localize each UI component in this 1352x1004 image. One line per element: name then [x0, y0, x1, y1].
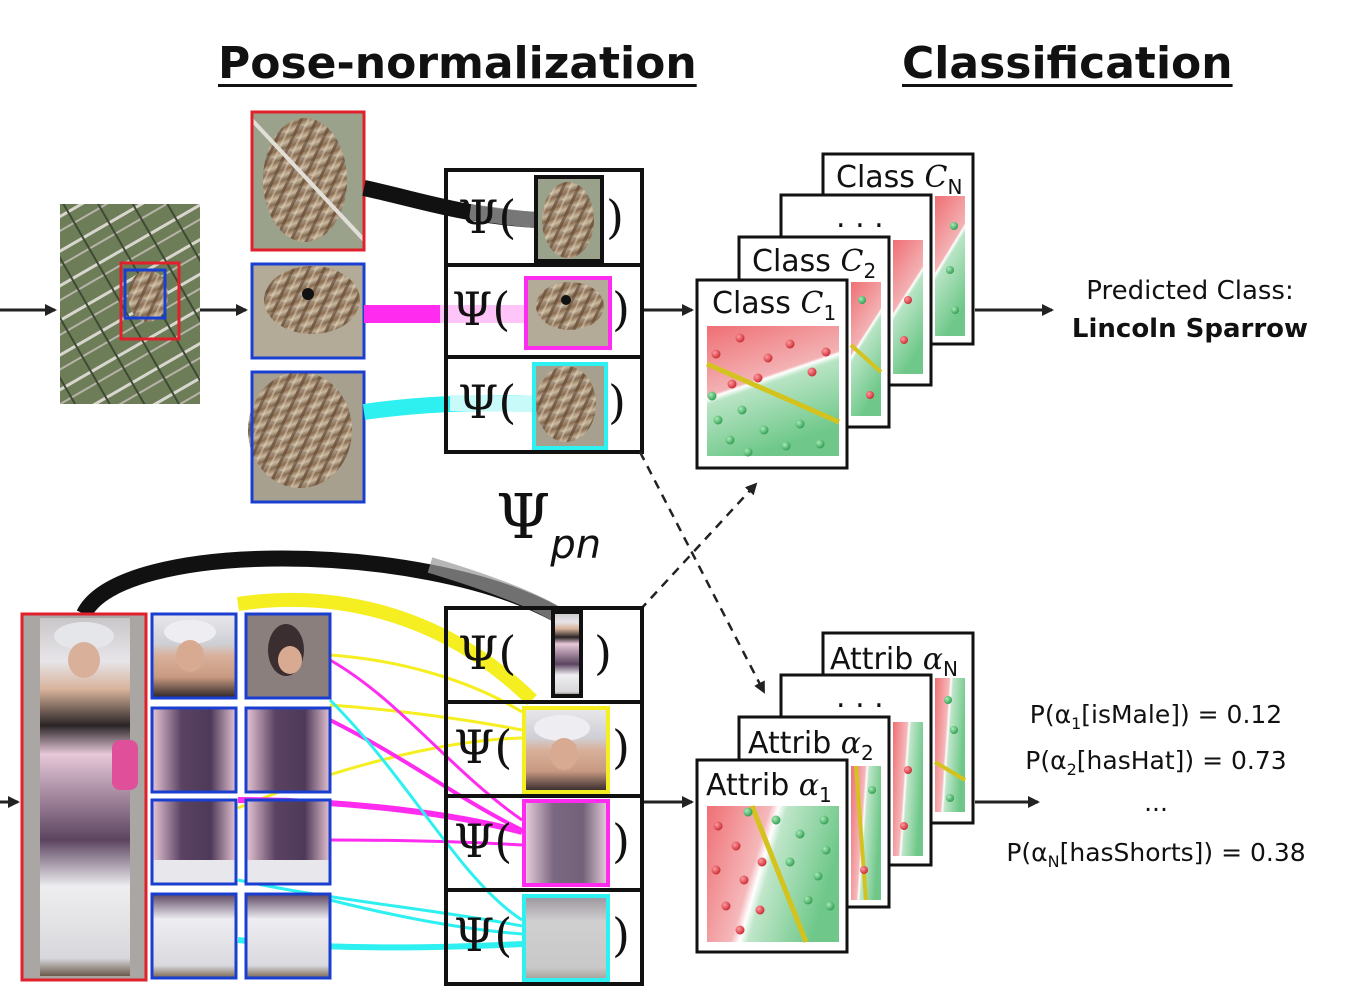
attrib-decision-boundary	[749, 805, 809, 943]
class-green-points	[707, 391, 825, 457]
bird-scene-blue-box	[123, 268, 167, 320]
person-psi-open-3: Ψ(	[454, 814, 513, 868]
predicted-class-value: Lincoln Sparrow	[1071, 314, 1309, 344]
class-card-1	[695, 278, 849, 470]
bird-psi-open-2: Ψ(	[452, 282, 511, 336]
bird-scene-image	[60, 204, 200, 404]
person-psi-table	[444, 606, 644, 986]
attribute-prob-2: P(α2[hasHat]) = 0.73	[1025, 746, 1287, 779]
class-card-ellipsis: . . .	[836, 200, 884, 235]
attrib-green-points	[743, 807, 835, 911]
bird-psi-table	[444, 168, 644, 454]
person-link-yellow	[236, 593, 537, 706]
person-crop-torso-left	[150, 706, 238, 794]
bird-psi-thumb-head	[524, 276, 612, 350]
attrib-card-ellipsis: . . .	[836, 680, 884, 715]
attrib-card-1	[695, 758, 849, 954]
person-link-magenta	[329, 658, 523, 822]
class-card-2-label: Class C2	[752, 244, 877, 283]
class-card-n-label: Class CN	[836, 160, 963, 199]
person-psi-open-2: Ψ(	[454, 720, 513, 774]
bird-scene-red-box	[119, 261, 181, 341]
attrib-red-points	[711, 821, 767, 935]
person-crop-hips-left	[150, 798, 238, 886]
person-crop-head-left	[150, 612, 238, 700]
class-card-1-label: Class C1	[712, 286, 837, 325]
person-part-crops	[150, 612, 332, 980]
person-full-image	[20, 612, 148, 982]
bird-psi-close-3: )	[608, 375, 626, 429]
attribute-prob-ellipsis: ...	[1144, 788, 1168, 817]
person-psi-thumb-torso	[522, 799, 610, 887]
person-psi-close-2: )	[612, 720, 630, 774]
predicted-class-label: Predicted Class:	[1086, 276, 1294, 306]
attrib-card-n-label: Attrib αN	[830, 642, 959, 681]
attrib-card-2-label: Attrib α2	[748, 726, 874, 765]
bird-psi-thumb-breast	[532, 362, 608, 450]
person-psi-thumb-full	[551, 610, 583, 698]
dashed-person-to-class-arrow	[639, 482, 758, 611]
class-decision-boundary	[705, 361, 841, 425]
person-link-cyan	[328, 698, 523, 922]
class-red-points	[711, 333, 831, 389]
bird-psi-close-1: )	[606, 190, 624, 244]
pose-normalization-header: Pose-normalization	[218, 38, 697, 89]
person-psi-open-1: Ψ(	[458, 626, 517, 680]
attrib-card-1-label: Attrib α1	[706, 768, 832, 807]
bird-crop-head	[250, 262, 366, 360]
person-crop-hips-right	[244, 798, 332, 886]
psi-pn-label: Ψpn	[496, 480, 602, 568]
person-psi-thumb-head	[522, 706, 610, 794]
class-card-stack	[695, 152, 975, 470]
bird-crop-body	[250, 110, 366, 252]
person-psi-thumb-legs	[522, 894, 610, 982]
bird-psi-close-2: )	[612, 282, 630, 336]
dashed-bird-to-attrib-arrow	[638, 451, 766, 694]
person-crop-head-right	[244, 612, 332, 700]
person-crop-legs-right	[244, 892, 332, 980]
person-psi-close-1: )	[594, 626, 612, 680]
attribute-prob-1: P(α1[isMale]) = 0.12	[1029, 700, 1283, 733]
bird-psi-open-3: Ψ(	[458, 375, 517, 429]
bird-psi-open-1: Ψ(	[458, 190, 517, 244]
person-psi-close-4: )	[612, 908, 630, 962]
person-crop-legs-left	[150, 892, 238, 980]
person-psi-open-4: Ψ(	[454, 908, 513, 962]
classification-header: Classification	[902, 38, 1233, 89]
person-psi-close-3: )	[612, 814, 630, 868]
bird-part-crops	[248, 110, 366, 504]
bird-psi-thumb-body	[534, 175, 604, 263]
bird-crop-breast	[248, 370, 366, 504]
attribute-prob-n: P(αN[hasShorts]) = 0.38	[1006, 838, 1306, 871]
attrib-card-stack	[695, 631, 975, 954]
person-crop-torso-right	[244, 706, 332, 794]
